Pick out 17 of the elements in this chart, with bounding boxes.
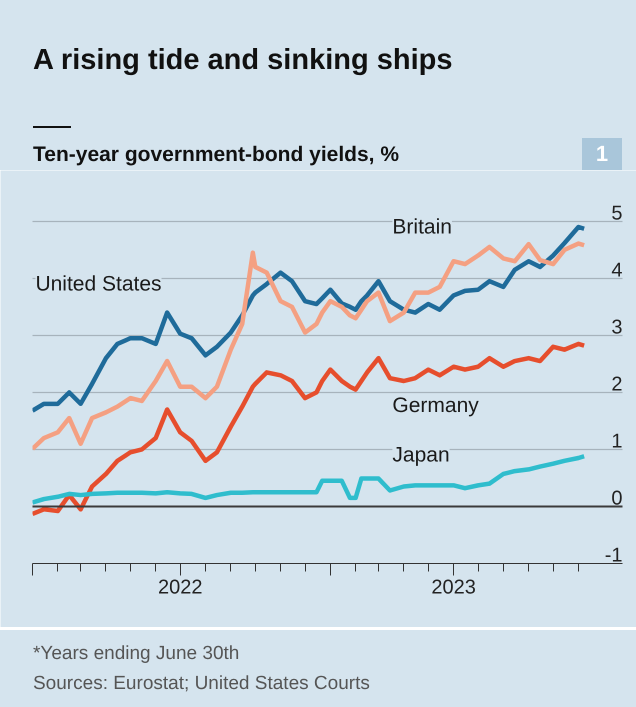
y-tick-label: -1 [604, 544, 623, 566]
y-tick-label: 1 [611, 430, 622, 452]
text: *Years ending June 30th [33, 642, 240, 666]
y-tick-label: 5 [611, 202, 622, 224]
x-tick-label: 2023 [431, 576, 476, 598]
y-tick-label: 2 [611, 373, 622, 396]
chart-title: A rising tide and sinking ships [33, 43, 452, 78]
x-tick-label: 2022 [158, 576, 202, 598]
y-tick-label: 3 [611, 316, 622, 338]
y-tick-label: 0 [611, 487, 622, 510]
source-note: Sources: Eurostat; United States Courts [33, 672, 370, 696]
series-label: Japan [392, 444, 450, 467]
chart-subtitle: Ten-year government-bond yields, % [33, 142, 400, 168]
y-tick-label: 4 [611, 259, 622, 282]
series-label: United States [35, 272, 162, 296]
series-label: Germany [392, 394, 480, 418]
series-label: Britain [392, 216, 452, 239]
